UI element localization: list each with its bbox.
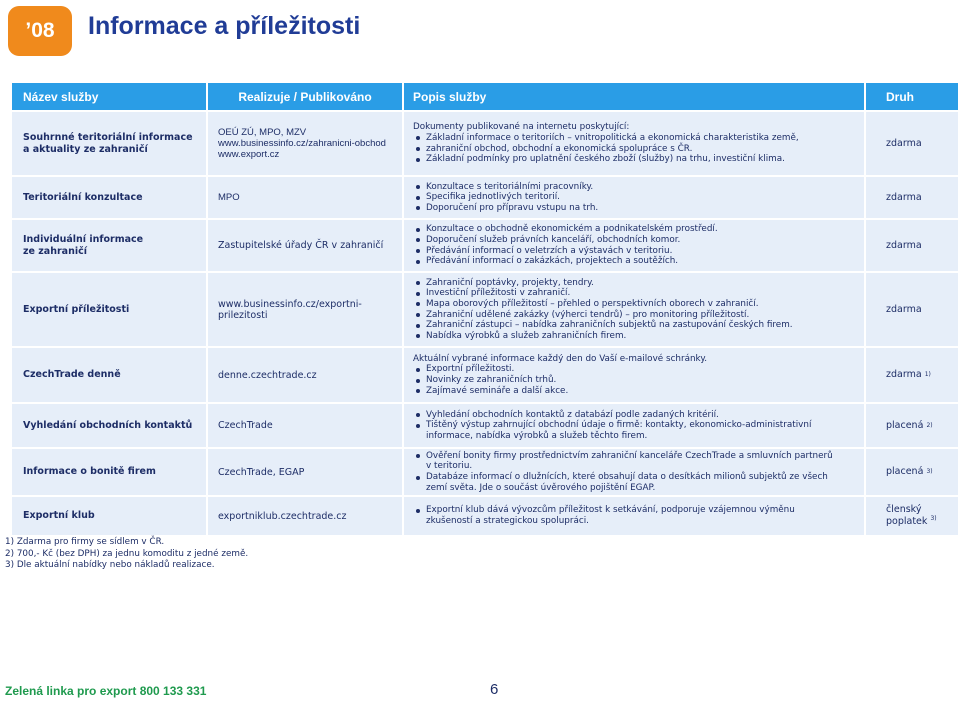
page-number: 6 bbox=[490, 681, 499, 698]
service-description: Dokumenty publikované na internetu posky… bbox=[404, 112, 866, 175]
list-item: zkušeností a strategickou spolupráci. bbox=[426, 516, 589, 526]
service-type: placená 3) bbox=[886, 466, 933, 477]
list-item: Mapa oborových příležitostí – přehled o … bbox=[413, 299, 793, 310]
service-type: zdarma bbox=[886, 303, 922, 315]
service-type: zdarma 1) bbox=[886, 369, 931, 380]
list-item: Zahraniční poptávky, projekty, tendry. bbox=[413, 278, 793, 289]
service-description: Zahraniční poptávky, projekty, tendry. I… bbox=[404, 273, 866, 346]
list-item: Zahraniční udělené zakázky (výherci tend… bbox=[413, 310, 793, 321]
service-name: Exportní klub bbox=[12, 497, 208, 535]
service-description: Aktuální vybrané informace každý den do … bbox=[404, 348, 866, 402]
list-item: Konzultace s teritoriálními pracovníky. bbox=[413, 182, 598, 193]
list-item: Doporučení služeb právních kanceláří, ob… bbox=[413, 235, 718, 246]
list-item: Zahraniční zástupci – nabídka zahraniční… bbox=[413, 320, 793, 331]
list-item: Specifika jednotlivých teritorií. bbox=[413, 192, 598, 203]
service-description: Konzultace s teritoriálními pracovníky. … bbox=[404, 177, 866, 218]
service-provider: www.businessinfo.cz/exportni-prilezitost… bbox=[208, 273, 404, 346]
table-row: Individuální informace ze zahraničí Zastu… bbox=[12, 218, 958, 271]
service-type: zdarma bbox=[886, 191, 922, 203]
column-header-description: Popis služby bbox=[404, 83, 866, 110]
list-item: Novinky ze zahraničních trhů. bbox=[413, 375, 568, 386]
service-description: Konzultace o obchodně ekonomickém a podn… bbox=[404, 220, 866, 271]
service-provider: CzechTrade bbox=[208, 404, 404, 447]
footnote: 1) Zdarma pro firmy se sídlem v ČR. bbox=[5, 537, 165, 547]
table-row: CzechTrade denně denne.czechtrade.cz Akt… bbox=[12, 346, 958, 402]
service-name: Informace o bonitě firem bbox=[12, 449, 208, 495]
column-header-type: Druh bbox=[886, 89, 914, 104]
column-header-provider: Realizuje / Publikováno bbox=[208, 83, 404, 110]
table-row: Souhrnné teritoriální informace a aktuali… bbox=[12, 110, 958, 175]
column-header-name: Název služby bbox=[12, 83, 208, 110]
list-item: informace, nabídka výrobků a služeb těch… bbox=[426, 430, 648, 441]
list-item: zemí světa. Jde o součást úvěrového poji… bbox=[426, 482, 656, 493]
table-row: Teritoriální konzultace MPO Konzultace s… bbox=[12, 175, 958, 218]
list-item: Tištěný výstup zahrnující obchodní údaje… bbox=[413, 420, 811, 431]
list-item: Nabídka výrobků a služeb zahraničních fi… bbox=[413, 331, 793, 342]
list-item: Zajímavé semináře a další akce. bbox=[413, 386, 568, 397]
service-description: Vyhledání obchodních kontaktů z databází… bbox=[404, 404, 866, 447]
table-row: Exportní klub exportniklub.czechtrade.cz… bbox=[12, 495, 958, 535]
service-name: Exportní příležitosti bbox=[12, 273, 208, 346]
list-item: Konzultace o obchodně ekonomickém a podn… bbox=[413, 224, 718, 235]
service-name: Teritoriální konzultace bbox=[12, 177, 208, 218]
list-item: Doporučení pro přípravu vstupu na trh. bbox=[413, 203, 598, 214]
footnote: 3) Dle aktuální nabídky nebo nákladů rea… bbox=[5, 560, 215, 571]
list-item: Předávání informací o zakázkách, projekt… bbox=[413, 256, 718, 267]
list-item: Vyhledání obchodních kontaktů z databází… bbox=[413, 410, 811, 421]
service-name: Souhrnné teritoriální informace a aktuali… bbox=[12, 112, 208, 175]
service-provider: denne.czechtrade.cz bbox=[208, 348, 404, 402]
services-table: Název služby Realizuje / Publikováno Pop… bbox=[12, 83, 958, 535]
service-provider: MPO bbox=[208, 177, 404, 218]
service-type: placená 2) bbox=[886, 419, 933, 431]
list-item: v teritoriu. bbox=[426, 461, 473, 472]
service-provider: Zastupitelské úřady ČR v zahraničí bbox=[208, 220, 404, 271]
list-item: Základní podmínky pro uplatnění českého … bbox=[413, 154, 799, 165]
service-name: Individuální informace ze zahraničí bbox=[12, 220, 208, 271]
service-provider: exportniklub.czechtrade.cz bbox=[208, 497, 404, 535]
list-item: Exportní příležitosti. bbox=[413, 364, 568, 375]
list-item: Základní informace o teritoriích – vnitr… bbox=[413, 133, 799, 144]
service-description: Ověření bonity firmy prostřednictvím zah… bbox=[404, 449, 866, 495]
list-item: Investiční příležitosti v zahraničí. bbox=[413, 288, 793, 299]
list-item: Exportní klub dává vývozcům příležitost … bbox=[413, 505, 795, 516]
table-header: Název služby Realizuje / Publikováno Pop… bbox=[12, 83, 958, 110]
service-type: zdarma bbox=[886, 137, 922, 149]
footnotes: 1) Zdarma pro firmy se sídlem v ČR. 2) 7… bbox=[5, 537, 248, 572]
page-title: Informace a příležitosti bbox=[88, 12, 361, 40]
hotline-footer: Zelená linka pro export 800 133 331 bbox=[5, 684, 207, 698]
footnote-ref: 3) bbox=[930, 514, 937, 522]
chapter-badge: ’08 bbox=[8, 6, 72, 56]
service-type: zdarma bbox=[886, 239, 922, 251]
table-row: Informace o bonitě firem CzechTrade, EGA… bbox=[12, 447, 958, 495]
service-provider: CzechTrade, EGAP bbox=[208, 449, 404, 495]
service-name: CzechTrade denně bbox=[12, 348, 208, 402]
table-row: Vyhledání obchodních kontaktů CzechTrade… bbox=[12, 402, 958, 447]
service-provider: OEÚ ZÚ, MPO, MZV www.businessinfo.cz/zahr… bbox=[208, 112, 404, 175]
service-name: Vyhledání obchodních kontaktů bbox=[12, 404, 208, 447]
footnote: 2) 700,- Kč (bez DPH) za jednu komoditu … bbox=[5, 548, 249, 559]
service-type: členský poplatek 3) bbox=[886, 504, 937, 527]
service-description: Exportní klub dává vývozcům příležitost … bbox=[404, 497, 866, 535]
table-row: Exportní příležitosti www.businessinfo.c… bbox=[12, 271, 958, 346]
list-item: Předávání informací o veletrzích a výsta… bbox=[413, 246, 718, 257]
list-item: Databáze informací o dlužnících, které o… bbox=[413, 472, 833, 483]
list-item: zahraniční obchod, obchodní a ekonomická… bbox=[413, 144, 799, 155]
list-item: Ověření bonity firmy prostřednictvím zah… bbox=[413, 451, 833, 462]
